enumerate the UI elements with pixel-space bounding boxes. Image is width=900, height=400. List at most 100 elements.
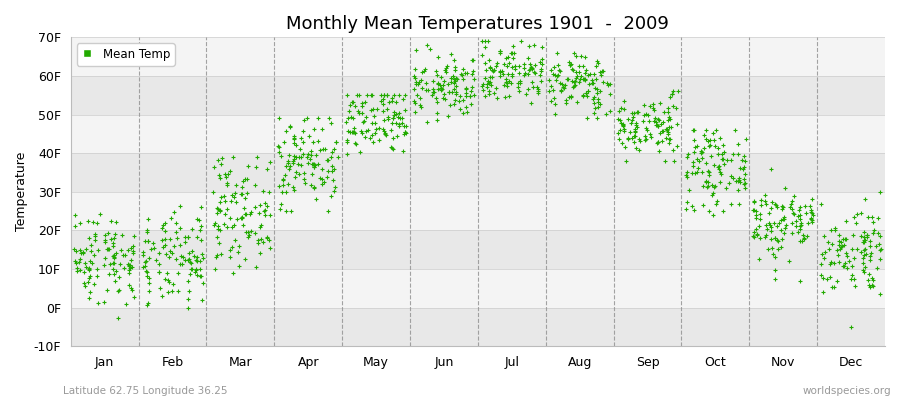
Point — [866, 219, 880, 225]
Point — [685, 169, 699, 176]
Point — [501, 60, 516, 67]
Point — [497, 60, 511, 67]
Point — [696, 201, 710, 208]
Point — [257, 208, 272, 214]
Point — [221, 171, 236, 177]
Point — [106, 254, 121, 260]
Point — [382, 98, 396, 105]
Point — [763, 222, 778, 229]
Point — [136, 249, 150, 255]
Point — [104, 236, 119, 242]
Point — [380, 92, 394, 98]
Point — [534, 66, 548, 72]
Point — [356, 110, 370, 116]
Point — [158, 242, 172, 248]
Point — [436, 78, 451, 84]
Point — [327, 146, 341, 152]
Point — [561, 76, 575, 83]
Point — [138, 263, 152, 269]
Point — [643, 103, 657, 110]
Point — [650, 122, 664, 128]
Point — [833, 239, 848, 245]
Point — [869, 265, 884, 271]
Bar — [71, 114, 885, 153]
Point — [364, 92, 378, 98]
Point — [437, 96, 452, 102]
Point — [690, 156, 705, 162]
Point — [847, 255, 861, 262]
Point — [207, 222, 221, 229]
Point — [612, 136, 626, 142]
Point — [833, 244, 848, 251]
Point — [590, 99, 605, 105]
Point — [800, 232, 814, 239]
Point — [837, 242, 851, 248]
Point — [669, 105, 683, 112]
Point — [557, 85, 572, 92]
Point — [69, 268, 84, 274]
Point — [687, 207, 701, 214]
Point — [248, 229, 262, 236]
Point — [459, 86, 473, 92]
Point — [872, 256, 886, 262]
Point — [73, 247, 87, 253]
Point — [68, 246, 82, 252]
Point — [389, 111, 403, 117]
Point — [637, 102, 652, 108]
Point — [122, 270, 137, 276]
Point — [415, 85, 429, 91]
Point — [170, 235, 184, 242]
Point — [713, 135, 727, 141]
Point — [162, 254, 176, 260]
Point — [282, 152, 296, 159]
Point — [578, 54, 592, 60]
Point — [194, 272, 209, 279]
Point — [614, 120, 628, 126]
Point — [785, 198, 799, 204]
Point — [256, 188, 271, 194]
Point — [158, 251, 173, 258]
Point — [227, 222, 241, 229]
Point — [195, 280, 210, 286]
Point — [438, 68, 453, 75]
Point — [324, 154, 338, 160]
Point — [806, 212, 821, 218]
Point — [586, 80, 600, 86]
Point — [735, 156, 750, 163]
Point — [627, 109, 642, 116]
Point — [292, 170, 306, 177]
Point — [165, 250, 179, 256]
Point — [430, 80, 445, 87]
Point — [78, 246, 93, 252]
Point — [410, 92, 424, 98]
Point — [824, 259, 839, 266]
Point — [504, 80, 518, 86]
Point — [770, 238, 785, 244]
Point — [447, 57, 462, 63]
Point — [583, 71, 598, 78]
Point — [136, 252, 150, 258]
Point — [351, 108, 365, 114]
Point — [324, 192, 338, 199]
Point — [752, 256, 767, 262]
Point — [287, 156, 302, 162]
Point — [285, 158, 300, 164]
Point — [707, 182, 722, 189]
Point — [348, 141, 363, 147]
Point — [617, 144, 632, 150]
Point — [340, 151, 355, 158]
Point — [431, 86, 446, 92]
Point — [508, 66, 522, 72]
Point — [804, 209, 818, 215]
Point — [258, 211, 273, 218]
Point — [229, 182, 243, 188]
Point — [316, 146, 330, 152]
Point — [521, 55, 535, 62]
Point — [152, 250, 166, 256]
Point — [707, 137, 722, 143]
Point — [591, 60, 606, 67]
Point — [569, 75, 583, 81]
Point — [210, 251, 224, 258]
Point — [447, 78, 462, 85]
Point — [487, 67, 501, 73]
